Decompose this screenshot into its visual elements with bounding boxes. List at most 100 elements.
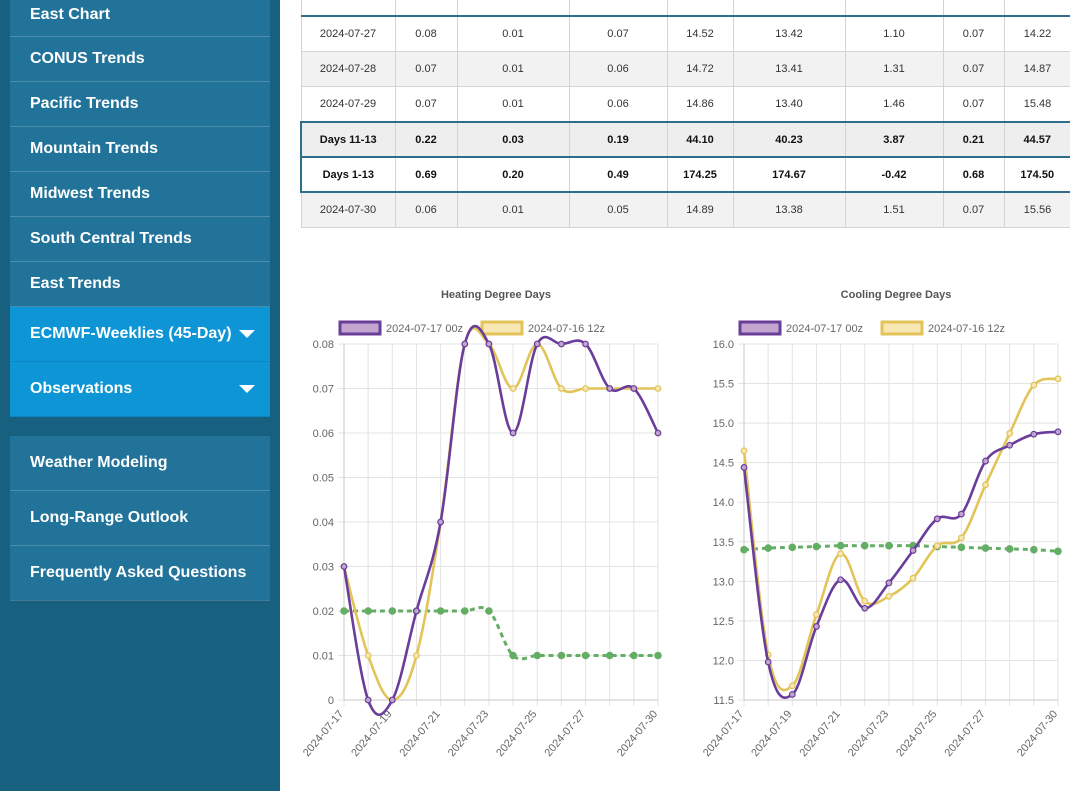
data-point[interactable]: [340, 563, 348, 570]
sidebar-item-label: Observations: [30, 380, 133, 397]
data-point[interactable]: [485, 340, 493, 348]
data-point[interactable]: [485, 607, 493, 615]
data-point[interactable]: [981, 544, 990, 552]
sidebar-item-label: Mountain Trends: [30, 140, 158, 157]
data-point[interactable]: [364, 652, 372, 659]
sidebar-item-mountain-trends[interactable]: Mountain Trends: [10, 127, 270, 172]
data-point[interactable]: [982, 481, 989, 489]
data-point[interactable]: [933, 515, 941, 523]
data-point[interactable]: [1030, 381, 1038, 389]
data-point[interactable]: [1030, 545, 1038, 554]
sidebar-item-east-trends[interactable]: East Trends: [10, 262, 270, 307]
data-point[interactable]: [885, 579, 893, 587]
legend-label[interactable]: 2024-07-17 00z: [786, 323, 863, 335]
data-point[interactable]: [861, 597, 869, 605]
series-line: [342, 327, 658, 702]
sidebar-item-long-range-outlook[interactable]: Long-Range Outlook: [10, 491, 270, 546]
data-point[interactable]: [388, 607, 397, 615]
data-point[interactable]: [460, 607, 469, 615]
data-point[interactable]: [654, 651, 662, 660]
sidebar-item-pacific-trends[interactable]: Pacific Trends: [10, 82, 270, 127]
data-point[interactable]: [413, 652, 420, 659]
data-point[interactable]: [860, 541, 869, 550]
data-point[interactable]: [606, 385, 614, 392]
data-point[interactable]: [557, 340, 565, 348]
data-point[interactable]: [1006, 429, 1014, 437]
data-point[interactable]: [533, 651, 542, 660]
data-point[interactable]: [813, 611, 820, 618]
data-point[interactable]: [654, 385, 662, 392]
data-point[interactable]: [885, 541, 893, 550]
data-point[interactable]: [436, 607, 445, 615]
data-point[interactable]: [1054, 547, 1062, 556]
data-point[interactable]: [582, 340, 589, 348]
sidebar-item-weather-modeling[interactable]: Weather Modeling: [10, 436, 270, 491]
sidebar-item-south-central-trends[interactable]: South Central Trends: [10, 217, 270, 262]
data-point[interactable]: [812, 542, 821, 551]
data-point[interactable]: [388, 696, 396, 704]
table-cell: 13.40: [732, 86, 846, 123]
data-point[interactable]: [982, 457, 989, 465]
data-point[interactable]: [364, 607, 372, 615]
data-point[interactable]: [340, 607, 348, 615]
table-cell: -0.42: [844, 156, 944, 193]
data-point[interactable]: [957, 543, 966, 552]
data-point[interactable]: [461, 340, 469, 348]
data-point[interactable]: [509, 651, 517, 660]
data-point[interactable]: [533, 340, 541, 348]
data-point[interactable]: [437, 518, 445, 526]
data-point[interactable]: [557, 651, 566, 660]
data-point[interactable]: [740, 545, 748, 554]
data-point[interactable]: [1005, 545, 1014, 553]
chevron-down-icon[interactable]: [239, 385, 255, 393]
data-point[interactable]: [909, 547, 917, 554]
data-point[interactable]: [654, 429, 662, 437]
data-point[interactable]: [1030, 430, 1038, 438]
y-tick-label: 0.05: [313, 473, 334, 485]
legend-label[interactable]: 2024-07-17 00z: [386, 323, 463, 335]
data-point[interactable]: [630, 651, 638, 660]
data-point[interactable]: [1054, 375, 1062, 383]
data-point[interactable]: [557, 385, 565, 392]
data-point[interactable]: [605, 651, 614, 660]
data-point[interactable]: [957, 534, 965, 542]
sidebar-item-east-chart[interactable]: East Chart: [10, 0, 270, 37]
data-point[interactable]: [582, 385, 589, 392]
sidebar-item-ecmwf-weeklies-45-day[interactable]: ECMWF-Weeklies (45-Day): [10, 307, 270, 362]
data-point[interactable]: [909, 574, 917, 582]
data-point[interactable]: [788, 682, 796, 690]
data-point[interactable]: [413, 607, 420, 615]
data-point[interactable]: [957, 510, 965, 518]
data-point[interactable]: [764, 544, 772, 552]
legend-label[interactable]: 2024-07-16 12z: [928, 323, 1005, 335]
data-point[interactable]: [509, 385, 517, 392]
data-point[interactable]: [364, 696, 372, 704]
data-point[interactable]: [861, 604, 869, 612]
data-point[interactable]: [885, 592, 893, 600]
data-point[interactable]: [836, 541, 845, 550]
data-point[interactable]: [630, 385, 638, 392]
data-point[interactable]: [1006, 441, 1014, 449]
legend-label[interactable]: 2024-07-16 12z: [528, 323, 605, 335]
data-point[interactable]: [509, 429, 517, 437]
table-cell: 0.49: [568, 156, 668, 193]
sidebar-item-observations[interactable]: Observations: [10, 362, 270, 417]
data-point[interactable]: [813, 623, 820, 630]
data-point[interactable]: [1054, 428, 1062, 436]
chevron-down-icon[interactable]: [239, 330, 255, 338]
data-point[interactable]: [933, 542, 941, 550]
data-point[interactable]: [788, 691, 796, 698]
data-point[interactable]: [581, 651, 590, 660]
data-point[interactable]: [740, 464, 748, 471]
data-point[interactable]: [764, 658, 772, 666]
table-cell: 1.46: [844, 86, 944, 123]
data-point[interactable]: [837, 576, 845, 584]
y-tick-label: 14.0: [713, 497, 734, 509]
data-point[interactable]: [837, 550, 845, 558]
sidebar-item-midwest-trends[interactable]: Midwest Trends: [10, 172, 270, 217]
data-point[interactable]: [788, 543, 797, 552]
data-point[interactable]: [740, 447, 748, 455]
sidebar-item-frequently-asked-questions[interactable]: Frequently Asked Questions: [10, 546, 270, 601]
x-tick-label: 2024-07-17: [701, 708, 746, 759]
sidebar-item-conus-trends[interactable]: CONUS Trends: [10, 37, 270, 82]
